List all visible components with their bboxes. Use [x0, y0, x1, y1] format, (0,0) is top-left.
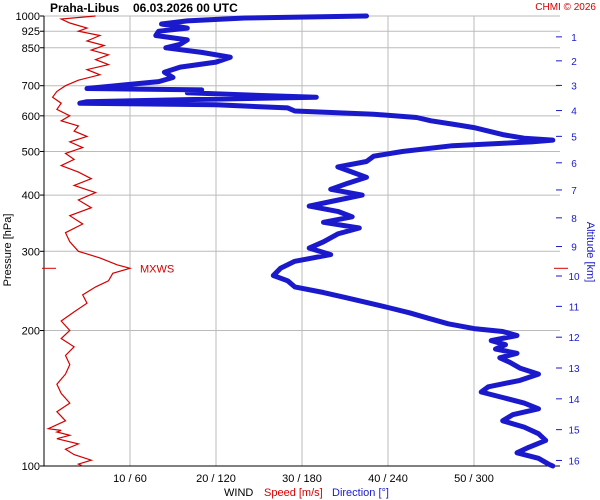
pressure-tick-label: 925 [22, 26, 40, 38]
pressure-tick-label: 300 [22, 246, 40, 258]
altitude-tick-label: 6 [571, 159, 577, 170]
wind-axis-label: WIND [224, 487, 253, 499]
wind-tick-label: 30 / 180 [282, 473, 322, 485]
altitude-tick-label: 10 [568, 272, 580, 283]
station-name: Praha-Libus [50, 1, 120, 15]
altitude-tick-label: 7 [571, 186, 577, 197]
altitude-tick-label: 9 [571, 243, 577, 254]
pressure-tick-label: 850 [22, 43, 40, 55]
altitude-tick-label: 14 [568, 395, 580, 406]
direction-profile-line [77, 13, 556, 469]
speed-series [46, 15, 133, 467]
direction-axis-label: Direction [°] [332, 487, 389, 499]
wind-tick-label: 10 / 60 [113, 473, 147, 485]
pressure-tick-label: 1000 [16, 11, 40, 23]
wind-tick-label: 40 / 240 [368, 473, 408, 485]
sounding-datetime: 06.03.2026 00 UTC [133, 1, 238, 15]
pressure-tick-label: 600 [22, 111, 40, 123]
altitude-tick-label: 12 [568, 333, 580, 344]
pressure-tick-label: 100 [22, 461, 40, 473]
pressure-tick-label: 400 [22, 190, 40, 202]
direction-series [77, 13, 556, 469]
mxws-label: MXWS [140, 263, 174, 275]
grid [40, 15, 562, 467]
pressure-tick-label: 200 [22, 326, 40, 338]
credit-label: CHMI © 2026 [535, 2, 596, 13]
altitude-tick-label: 5 [571, 132, 577, 143]
mxws-marker: MXWS [42, 263, 568, 275]
altitude-tick-label: 13 [568, 364, 580, 375]
altitude-tick-label: 15 [568, 426, 580, 437]
altitude-axis-label: Altitude [km] [584, 222, 596, 283]
wind-tick-labels: 10 / 60 20 / 120 30 / 180 40 / 240 50 / 300 [113, 473, 494, 485]
speed-profile-line [46, 15, 133, 467]
pressure-tick-labels: 100 200 300 400 500 600 700 850 925 1000 [16, 11, 40, 473]
wind-tick-label: 50 / 300 [454, 473, 494, 485]
altitude-tick-label: 4 [571, 107, 577, 118]
speed-axis-label: Speed [m/s] [264, 487, 323, 499]
altitude-tick-label: 3 [571, 81, 577, 92]
pressure-tick-label: 500 [22, 146, 40, 158]
pressure-axis-label: Pressure [hPa] [2, 214, 14, 287]
altitude-tick-label: 1 [571, 33, 577, 44]
altitude-tick-label: 16 [568, 456, 580, 467]
pressure-tick-label: 700 [22, 81, 40, 93]
altitude-tick-label: 11 [569, 302, 580, 313]
wind-tick-label: 20 / 120 [196, 473, 236, 485]
altitude-tick-label: 2 [571, 57, 577, 68]
plot-frame [43, 16, 560, 467]
altitude-tick-label: 8 [571, 214, 577, 225]
